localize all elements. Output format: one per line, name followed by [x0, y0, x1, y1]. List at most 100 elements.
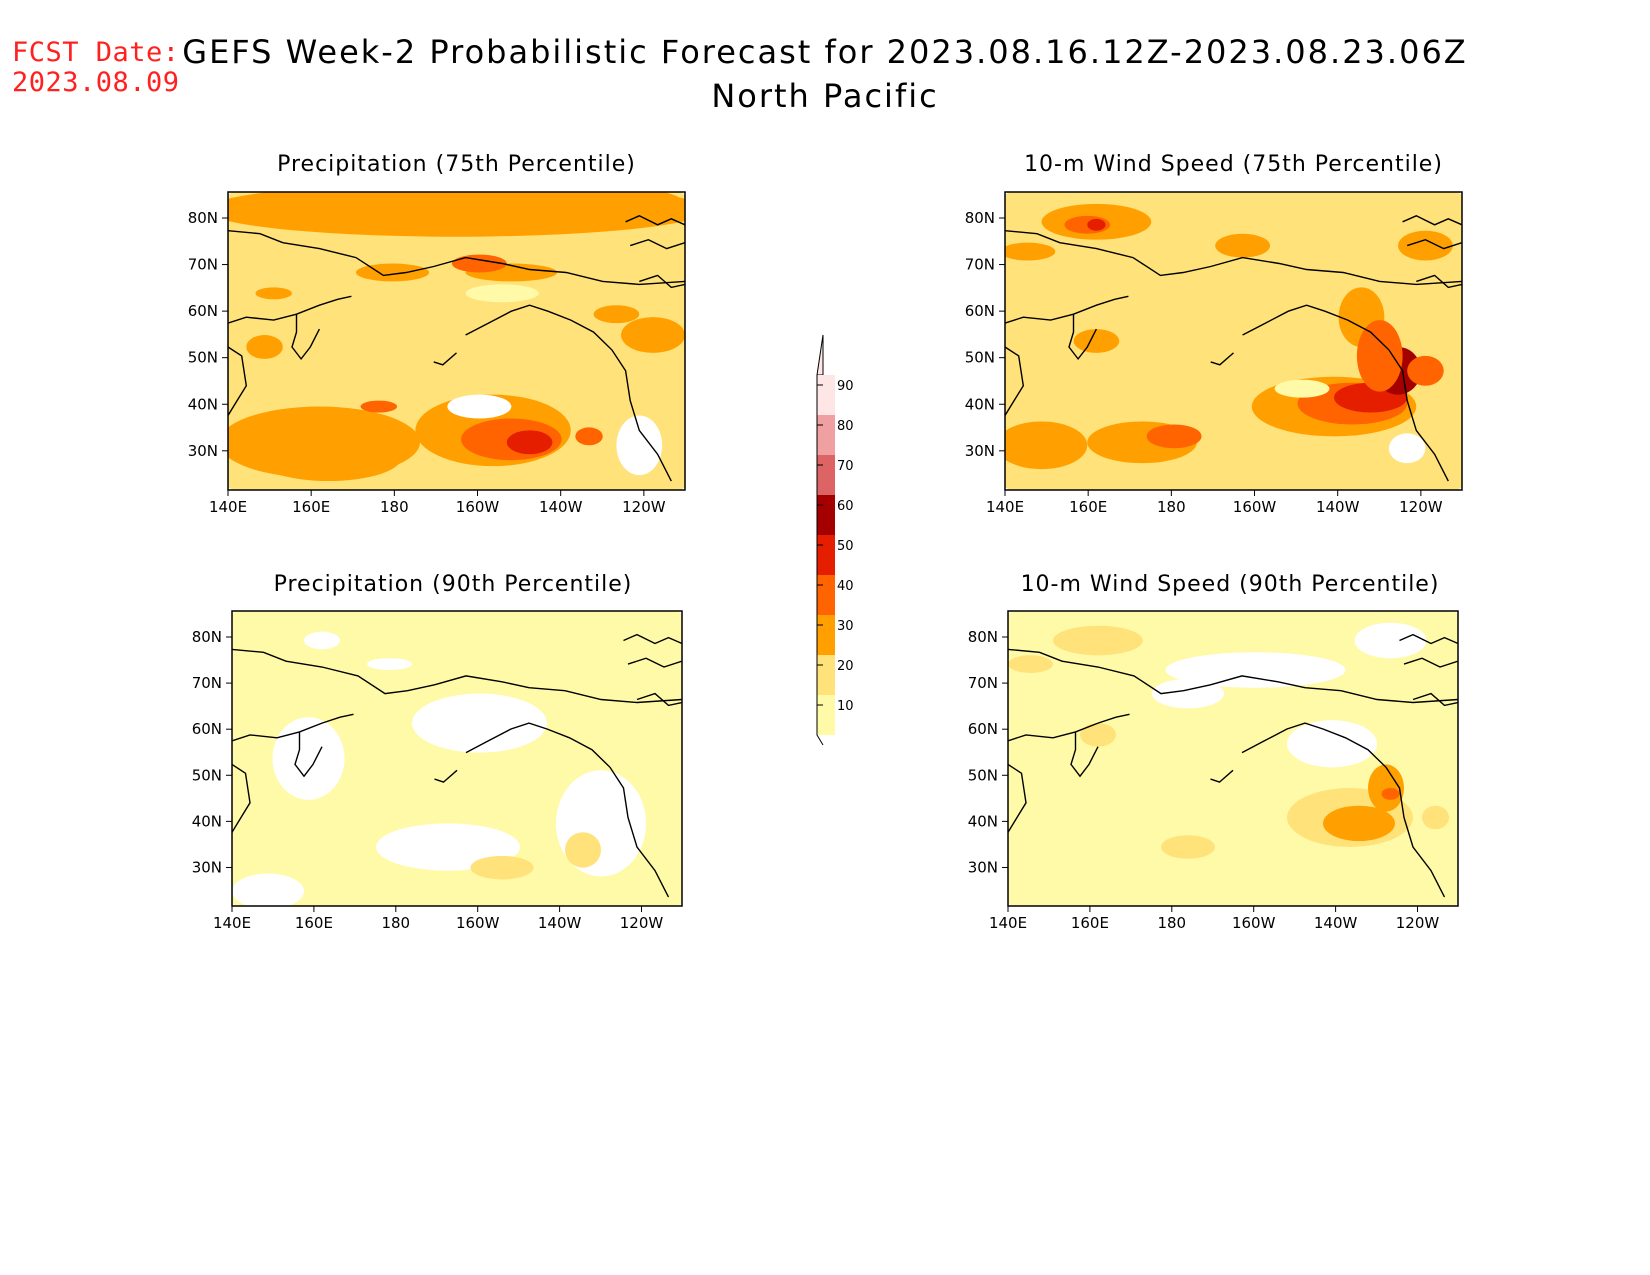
panel-title-2: 10-m Wind Speed (75th Percentile): [1024, 152, 1443, 177]
contour-blob: [1087, 218, 1106, 231]
lat-tick-label: 60N: [965, 302, 995, 320]
coastline: [1241, 722, 1446, 898]
coastline: [1399, 633, 1458, 645]
panel-title-3: Precipitation (90th Percentile): [273, 572, 633, 597]
coastline: [1005, 346, 1025, 416]
lon-tick-label: 160W: [1233, 498, 1277, 516]
contour-blob: [246, 335, 283, 359]
lon-tick-label: 160E: [1069, 498, 1107, 516]
lon-tick-label: 120W: [1399, 498, 1443, 516]
contour-blob: [255, 433, 402, 482]
probability-field: [1005, 192, 1462, 490]
coastline: [1005, 230, 1462, 286]
colorbar: 10 20 30 40 50 60 70 80 90: [816, 334, 854, 746]
contour-blob: [232, 611, 682, 906]
lon-tick-label: 120W: [622, 498, 666, 516]
contour-blob: [272, 717, 345, 800]
contour-blob: [412, 693, 547, 753]
coastline: [294, 731, 323, 778]
map-frame: [1007, 610, 1459, 907]
map-frame: [227, 191, 686, 491]
lon-tick-label: 160W: [456, 914, 500, 932]
lon-tick-label: 180: [1157, 914, 1186, 932]
map-panel-4: 80N 70N 60N 50N 40N 30N 140E 160E 180 160W 140W 120…: [968, 610, 1459, 932]
coastline: [623, 633, 682, 645]
lat-tick-label: 50N: [188, 349, 218, 367]
colorbar-label: 40: [837, 579, 854, 594]
coastline: [232, 648, 682, 704]
contour-blob: [621, 317, 685, 353]
contour-blob: [1165, 652, 1346, 688]
lon-tick-label: 140E: [986, 498, 1024, 516]
contour-blob: [1356, 320, 1403, 392]
colorbar-segment: [817, 415, 835, 455]
colorbar-label: 20: [837, 659, 854, 674]
lon-tick-label: 180: [1157, 498, 1186, 516]
contour-blob: [616, 415, 663, 476]
lat-tick-label: 30N: [192, 858, 222, 876]
lon-tick-label: 140E: [209, 498, 247, 516]
contour-blob: [355, 263, 430, 282]
lat-tick-label: 30N: [965, 442, 995, 460]
contour-blob: [465, 284, 539, 303]
contour-blob: [1005, 421, 1088, 470]
coastline: [465, 722, 670, 898]
coastline: [1403, 657, 1458, 668]
coastline: [291, 314, 321, 361]
contour-blob: [1287, 720, 1377, 768]
coastline: [1210, 352, 1234, 366]
contour-blob: [1080, 723, 1116, 747]
probability-field: [1008, 611, 1458, 906]
panel-title-1: Precipitation (75th Percentile): [277, 152, 636, 177]
lon-tick-label: 160W: [1232, 914, 1276, 932]
lat-tick-label: 40N: [965, 395, 995, 413]
contour-blob: [1005, 192, 1462, 490]
lat-tick-label: 60N: [188, 302, 218, 320]
coastline: [1402, 215, 1462, 226]
contour-blob: [447, 394, 512, 419]
lon-tick-label: 160W: [456, 498, 500, 516]
map-panel-2: 80N 70N 60N 50N 40N 30N 140E 160E 180 160W 140W 120…: [965, 191, 1463, 516]
lat-tick-label: 30N: [188, 442, 218, 460]
contour-blob: [1388, 433, 1426, 464]
colorbar-segment: [817, 535, 835, 575]
lat-tick-label: 40N: [188, 395, 218, 413]
lon-tick-label: 140W: [538, 914, 582, 932]
lon-tick-label: 160E: [292, 498, 330, 516]
main-title: GEFS Week-2 Probabilistic Forecast for 2…: [140, 30, 1510, 118]
lon-tick-label: 180: [380, 498, 409, 516]
colorbar-segment: [817, 575, 835, 615]
contour-blob: [565, 832, 601, 868]
lat-tick-label: 40N: [192, 812, 222, 830]
coastline: [433, 352, 457, 366]
coastline: [1008, 763, 1027, 833]
contour-blob: [470, 855, 534, 880]
colorbar-segment: [817, 375, 835, 415]
map-frame: [1004, 191, 1463, 491]
lon-tick-label: 140W: [1316, 498, 1360, 516]
lat-tick-label: 80N: [192, 628, 222, 646]
colorbar-segment: [817, 695, 835, 735]
coastline: [1242, 304, 1449, 482]
lat-tick-label: 50N: [192, 766, 222, 784]
colorbar-label: 70: [837, 459, 854, 474]
coastline: [465, 304, 672, 482]
title-line-2: North Pacific: [711, 77, 939, 115]
contour-blob: [1354, 622, 1427, 659]
contour-blob: [1407, 355, 1444, 386]
contour-blob: [1008, 611, 1458, 906]
lat-tick-label: 80N: [965, 209, 995, 227]
coastline: [1416, 274, 1462, 289]
lon-tick-label: 140W: [1314, 914, 1358, 932]
colorbar-label: 60: [837, 499, 854, 514]
contour-blob: [304, 631, 340, 650]
lon-tick-label: 140E: [213, 914, 251, 932]
contour-blob: [360, 400, 398, 413]
lat-tick-label: 60N: [192, 720, 222, 738]
fcst-date: 2023.08.09: [12, 67, 180, 98]
coastline: [627, 657, 682, 668]
contour-blob: [593, 305, 640, 324]
map-panel-1: 80N 70N 60N 50N 40N 30N 140E 160E 180 160W 140W 120…: [188, 191, 686, 516]
lat-tick-label: 70N: [188, 256, 218, 274]
lat-tick-label: 50N: [965, 349, 995, 367]
